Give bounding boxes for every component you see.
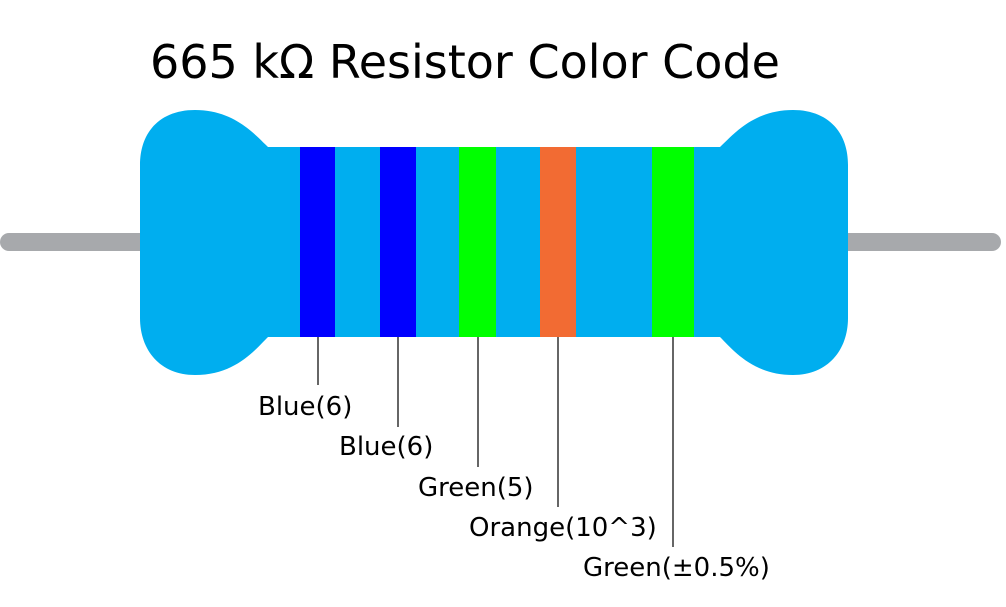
band-5	[652, 147, 694, 337]
band-label: Green(±0.5%)	[583, 553, 770, 583]
band-1	[300, 147, 335, 337]
end-cap-left	[140, 110, 268, 375]
end-cap-right	[720, 110, 848, 375]
band-2	[380, 147, 416, 337]
band-label: Green(5)	[418, 473, 534, 503]
band-3	[459, 147, 496, 337]
band-label: Blue(6)	[258, 392, 352, 422]
band-label: Orange(10^3)	[469, 513, 657, 543]
band-label: Blue(6)	[339, 432, 433, 462]
band-4	[540, 147, 576, 337]
title: 665 kΩ Resistor Color Code	[150, 35, 780, 89]
